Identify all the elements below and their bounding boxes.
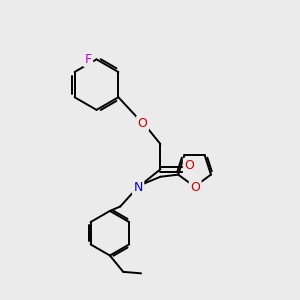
Text: O: O: [190, 181, 200, 194]
Text: O: O: [184, 159, 194, 172]
Text: N: N: [134, 181, 143, 194]
Text: O: O: [138, 117, 148, 130]
Text: F: F: [85, 53, 92, 66]
